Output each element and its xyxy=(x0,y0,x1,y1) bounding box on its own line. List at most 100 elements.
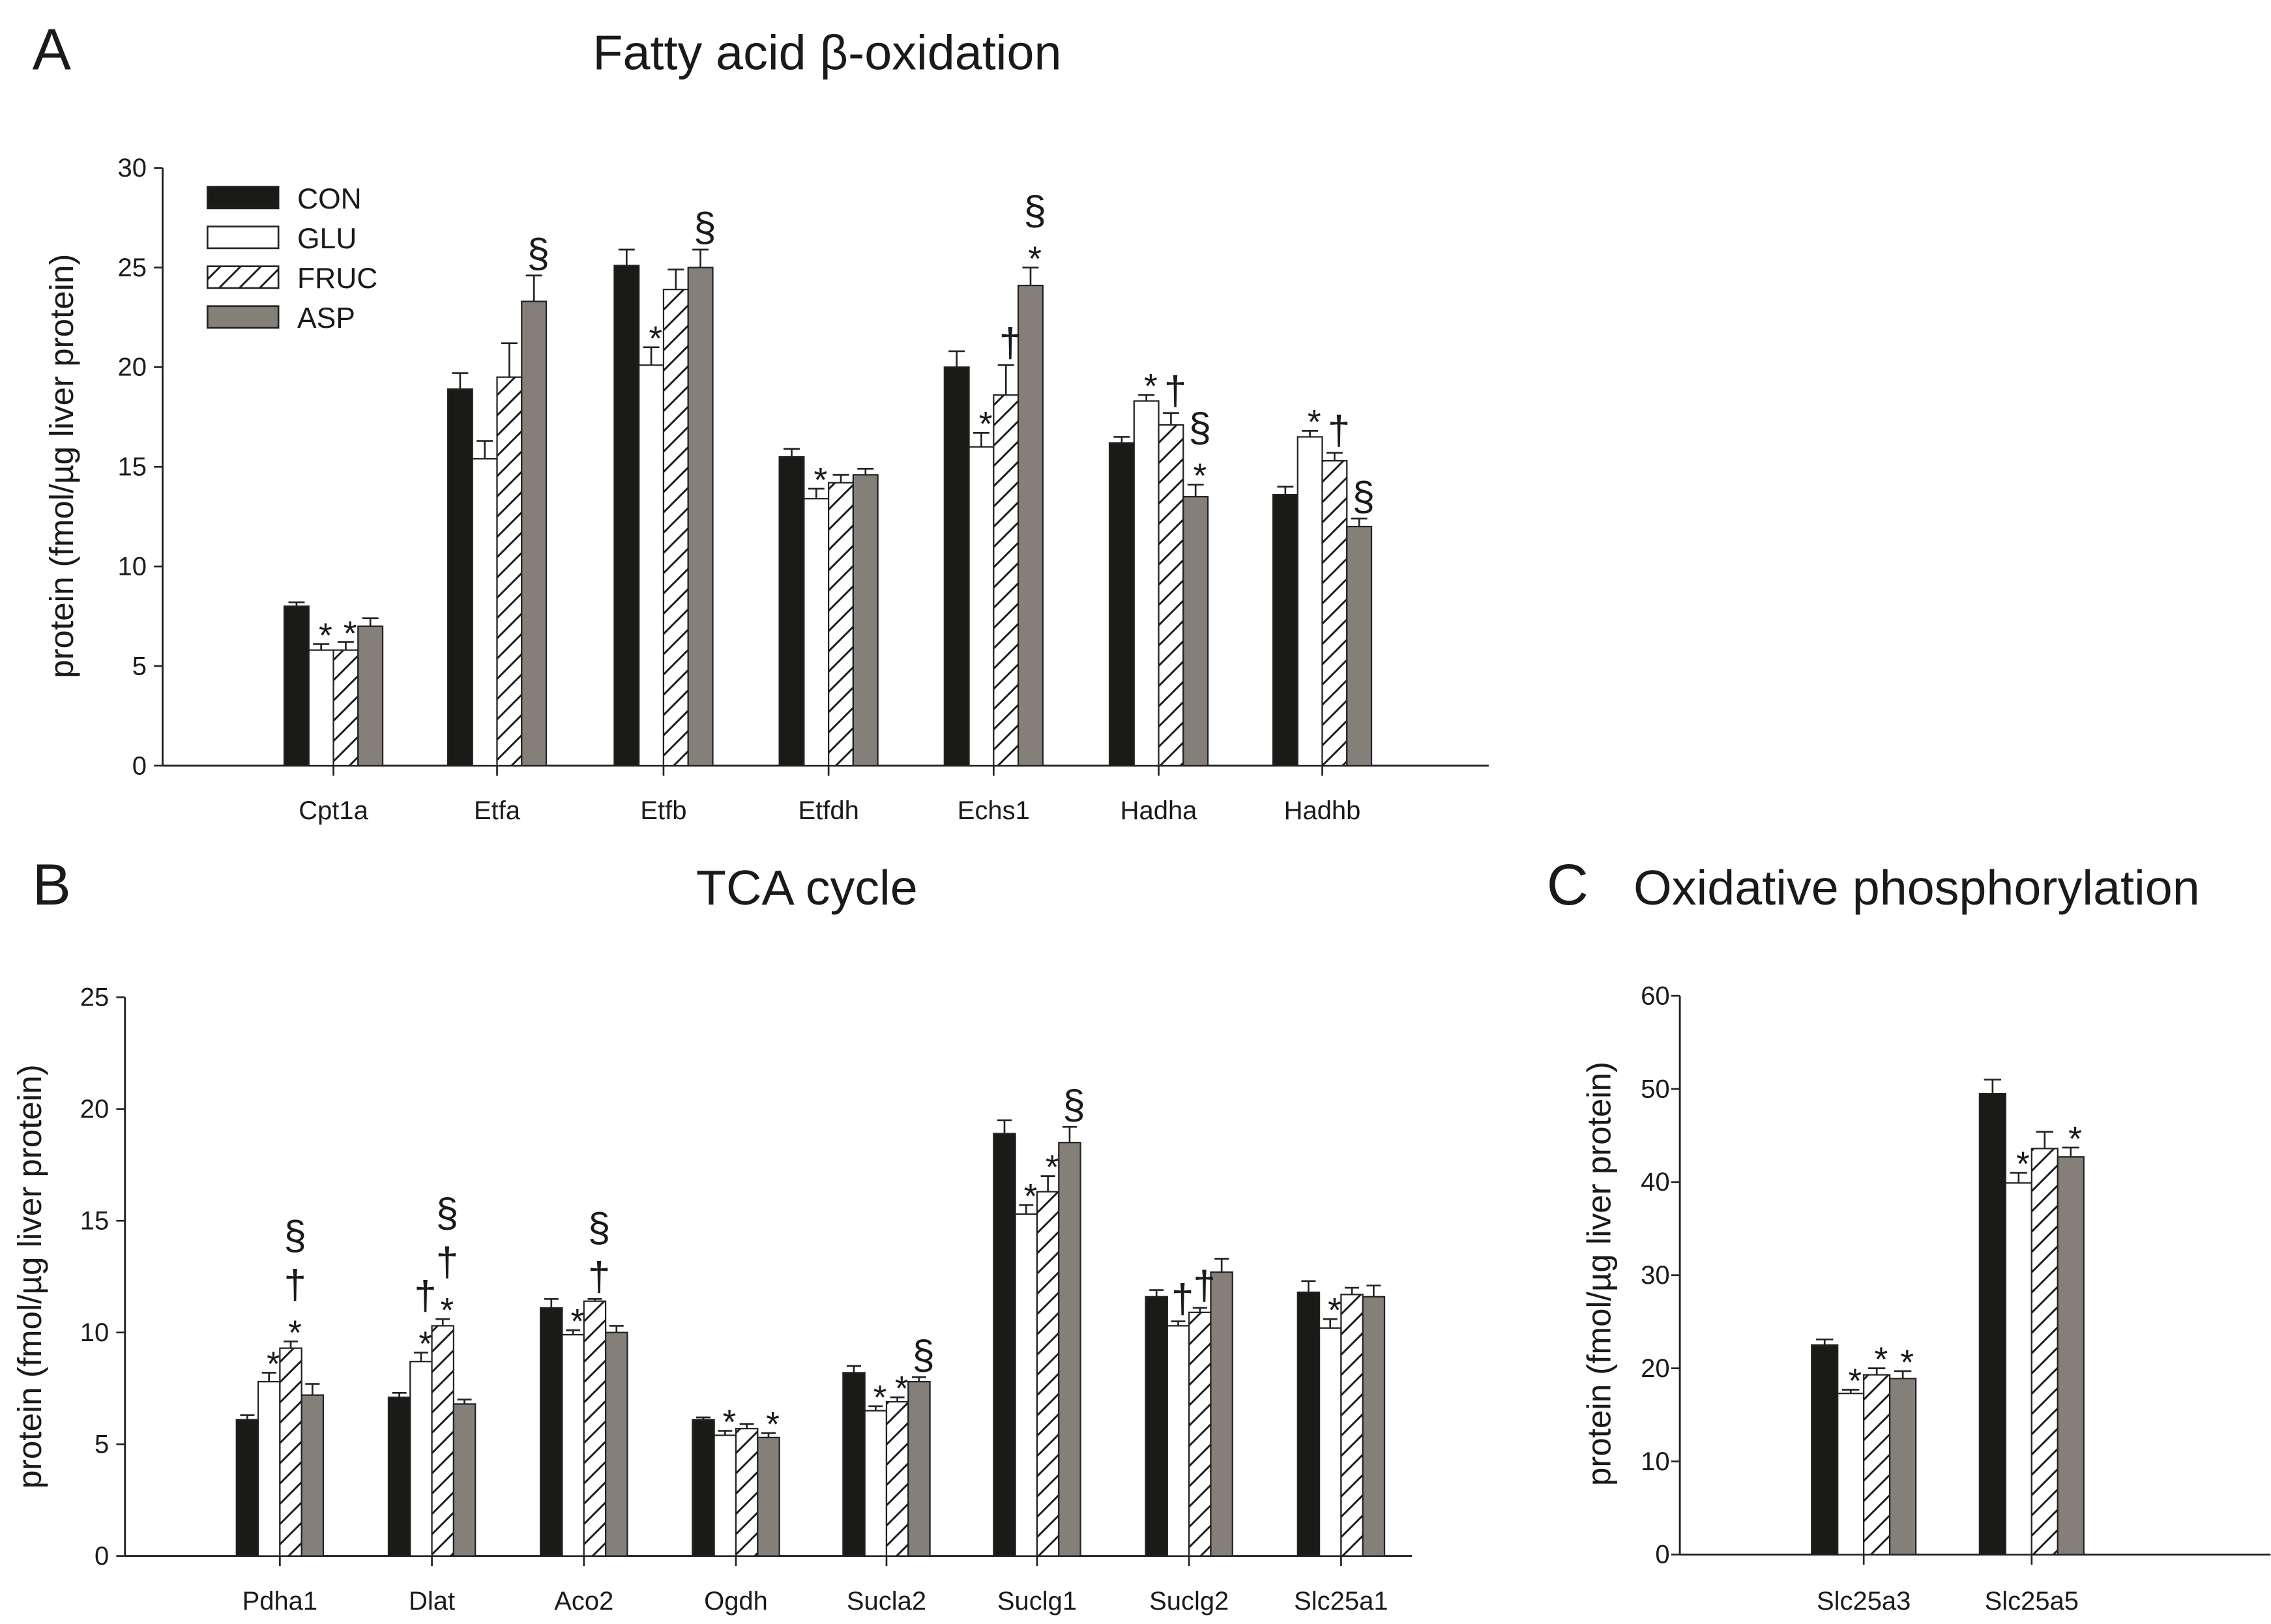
bar-glu-hadhb xyxy=(1297,436,1323,767)
bar-con-suclg2 xyxy=(1145,1296,1168,1557)
y-tick-label: 30 xyxy=(1641,1261,1669,1290)
x-tick-label: Pdha1 xyxy=(242,1587,318,1616)
y-tick-label: 10 xyxy=(118,552,147,581)
bar-asp-echs1 xyxy=(1017,284,1044,767)
bar-fruc-slc25a1 xyxy=(1340,1294,1364,1557)
significance-marker: § xyxy=(588,1205,611,1250)
significance-marker: † xyxy=(436,1240,459,1284)
bar-glu-sucla2 xyxy=(864,1410,888,1557)
significance-marker: * xyxy=(1193,457,1207,495)
panel-b: B TCA cycle protein (fmol/µg liver protein… xyxy=(11,852,1413,1616)
significance-marker: § xyxy=(1062,1082,1085,1127)
significance-marker: * xyxy=(319,616,332,655)
bar-fruc-sucla2 xyxy=(885,1400,909,1557)
significance-marker: * xyxy=(2016,1145,2030,1183)
bar-glu-etfa xyxy=(471,457,498,767)
y-tick-label: 40 xyxy=(1641,1168,1669,1196)
significance-marker: * xyxy=(723,1403,737,1442)
bar-con-sucla2 xyxy=(842,1372,866,1557)
bar-fruc-dlat xyxy=(431,1325,455,1557)
bar-asp-slc25a1 xyxy=(1362,1296,1386,1557)
bar-asp-cpt1a xyxy=(357,625,384,767)
significance-marker: * xyxy=(2068,1120,2082,1158)
x-tick-label: Slc25a5 xyxy=(1985,1587,2079,1616)
bar-asp-suclg1 xyxy=(1058,1142,1081,1557)
significance-marker: * xyxy=(288,1314,302,1352)
bar-fruc-hadhb xyxy=(1321,460,1348,767)
significance-marker: § xyxy=(1023,188,1046,233)
significance-marker: * xyxy=(1874,1341,1888,1379)
x-tick-label: Slc25a3 xyxy=(1817,1587,1911,1616)
y-tick-label: 20 xyxy=(80,1095,109,1124)
significance-marker: † xyxy=(1171,1277,1194,1322)
bar-con-slc25a3 xyxy=(1811,1344,1839,1556)
bar-asp-dlat xyxy=(452,1403,476,1557)
significance-marker: * xyxy=(1028,240,1042,278)
bar-con-ogdh xyxy=(692,1419,715,1557)
legend-label-con: CON xyxy=(297,183,362,215)
significance-marker: § xyxy=(912,1333,935,1378)
bar-con-hadha xyxy=(1108,442,1135,767)
bar-con-slc25a5 xyxy=(1978,1092,2006,1556)
bar-con-hadhb xyxy=(1272,493,1298,767)
significance-marker: § xyxy=(694,205,716,250)
panel-letter: C xyxy=(1547,852,1589,917)
legend: CON GLU FRUC ASP xyxy=(206,183,377,334)
bar-fruc-suclg1 xyxy=(1036,1191,1060,1557)
bar-fruc-slc25a5 xyxy=(2030,1148,2059,1556)
significance-marker: * xyxy=(1046,1148,1059,1187)
bar-fruc-aco2 xyxy=(583,1300,607,1557)
x-tick-label: Hadha xyxy=(1121,796,1198,825)
significance-marker: * xyxy=(1900,1343,1914,1382)
y-tick-label: 25 xyxy=(80,983,109,1012)
bar-fruc-pdha1 xyxy=(279,1347,302,1557)
legend-label-fruc: FRUC xyxy=(297,263,377,295)
x-tick-label: Suclg2 xyxy=(1149,1587,1229,1616)
bar-con-etfdh xyxy=(778,456,805,767)
bar-asp-etfb xyxy=(687,267,714,767)
y-axis-label: protein (fmol/µg liver protein) xyxy=(43,254,80,678)
bar-asp-hadhb xyxy=(1346,525,1373,767)
significance-marker: * xyxy=(344,615,357,653)
significance-marker: † xyxy=(414,1273,437,1318)
bar-con-cpt1a xyxy=(283,605,310,767)
bar-glu-etfb xyxy=(638,364,665,767)
bar-con-etfa xyxy=(447,388,473,767)
y-tick-label: 10 xyxy=(1641,1447,1669,1476)
significance-marker: † xyxy=(284,1262,306,1307)
significance-marker: * xyxy=(1848,1362,1862,1400)
x-tick-label: Etfb xyxy=(640,796,686,825)
bar-glu-slc25a1 xyxy=(1318,1327,1342,1557)
bar-asp-ogdh xyxy=(757,1436,780,1557)
y-tick-label: 5 xyxy=(95,1430,109,1458)
bar-con-etfb xyxy=(613,265,640,767)
significance-marker: § xyxy=(527,231,550,276)
bar-glu-slc25a5 xyxy=(2004,1182,2032,1556)
legend-swatch-con xyxy=(206,186,280,210)
bar-glu-dlat xyxy=(409,1361,433,1557)
bar-asp-slc25a3 xyxy=(1889,1378,1917,1556)
y-tick-label: 15 xyxy=(80,1207,109,1236)
bar-glu-hadha xyxy=(1133,400,1160,767)
bar-fruc-slc25a3 xyxy=(1863,1374,1891,1556)
y-tick-label: 25 xyxy=(118,254,147,282)
significance-marker: * xyxy=(895,1370,909,1408)
x-tick-label: Suclg1 xyxy=(997,1587,1077,1616)
x-tick-label: Slc25a1 xyxy=(1294,1587,1388,1616)
significance-marker: † xyxy=(588,1254,611,1299)
significance-marker: * xyxy=(418,1325,432,1363)
bar-asp-hadha xyxy=(1182,496,1209,767)
bar-fruc-cpt1a xyxy=(332,649,359,767)
significance-marker: § xyxy=(1189,405,1212,450)
y-tick-label: 10 xyxy=(80,1318,109,1347)
x-tick-label: Etfdh xyxy=(798,796,858,825)
bar-asp-slc25a5 xyxy=(2057,1156,2085,1556)
y-tick-label: 20 xyxy=(1641,1354,1669,1383)
x-tick-label: Ogdh xyxy=(704,1587,768,1616)
y-tick-label: 60 xyxy=(1641,981,1669,1010)
legend-label-glu: GLU xyxy=(297,223,357,255)
bar-fruc-etfa xyxy=(496,376,523,767)
bar-con-suclg1 xyxy=(993,1133,1016,1557)
bar-glu-ogdh xyxy=(713,1434,737,1557)
bar-glu-etfdh xyxy=(803,498,830,767)
